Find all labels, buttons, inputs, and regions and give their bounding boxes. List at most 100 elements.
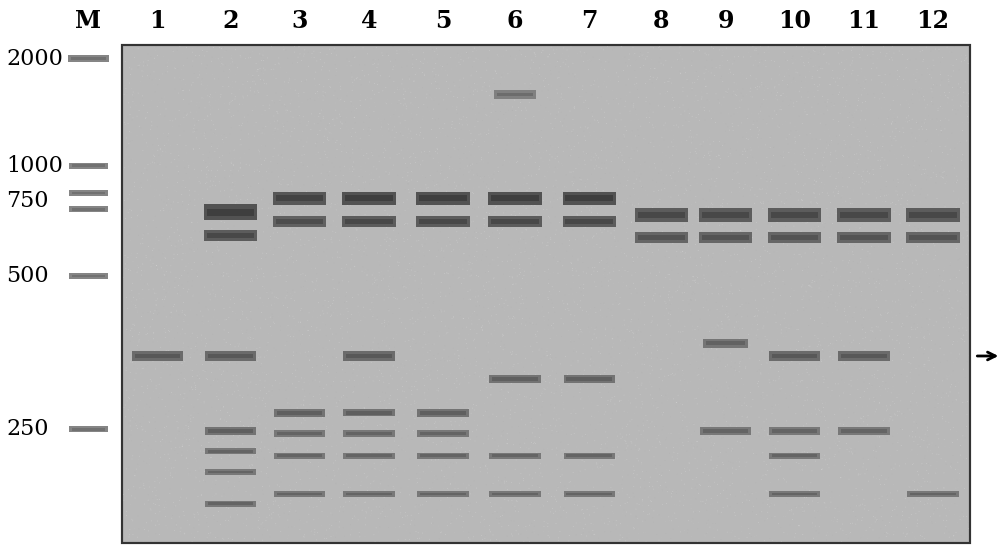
Point bbox=[916, 210, 932, 219]
Point bbox=[842, 142, 858, 151]
Point bbox=[901, 54, 917, 63]
Point bbox=[651, 42, 667, 51]
Point bbox=[481, 124, 497, 133]
Point bbox=[664, 293, 680, 301]
Point bbox=[650, 356, 666, 365]
Point bbox=[665, 237, 681, 246]
Point bbox=[415, 83, 431, 92]
Point bbox=[693, 397, 709, 406]
Point bbox=[769, 86, 785, 95]
Point bbox=[905, 85, 921, 94]
Point bbox=[127, 471, 143, 480]
Point bbox=[663, 430, 679, 438]
Point bbox=[567, 213, 583, 222]
Point bbox=[672, 399, 688, 408]
Point bbox=[810, 424, 826, 432]
Point bbox=[253, 520, 269, 529]
Point bbox=[534, 361, 550, 370]
Point bbox=[582, 206, 598, 214]
Point bbox=[504, 314, 520, 323]
Point bbox=[781, 101, 797, 109]
Point bbox=[790, 196, 806, 205]
Point bbox=[176, 389, 192, 398]
Point bbox=[829, 182, 845, 191]
Point bbox=[394, 373, 410, 382]
Point bbox=[680, 437, 696, 446]
Point bbox=[911, 75, 927, 84]
Point bbox=[589, 504, 605, 513]
Point bbox=[519, 280, 535, 289]
Point bbox=[916, 169, 932, 178]
Point bbox=[837, 138, 853, 146]
Point bbox=[772, 384, 788, 393]
Point bbox=[681, 294, 697, 303]
Point bbox=[225, 160, 241, 169]
Point bbox=[631, 529, 647, 538]
Point bbox=[549, 369, 565, 378]
Point bbox=[128, 267, 144, 276]
Point bbox=[185, 128, 201, 136]
Point bbox=[852, 41, 868, 50]
Point bbox=[296, 201, 312, 210]
Point bbox=[262, 233, 278, 242]
Point bbox=[417, 381, 433, 390]
Point bbox=[696, 103, 712, 112]
Point bbox=[382, 394, 398, 403]
Point bbox=[418, 173, 434, 182]
Point bbox=[421, 75, 437, 84]
Point bbox=[734, 96, 750, 104]
Point bbox=[532, 133, 548, 142]
Point bbox=[592, 463, 608, 472]
Point bbox=[819, 206, 835, 214]
Point bbox=[901, 513, 917, 522]
Point bbox=[401, 336, 417, 345]
Point bbox=[750, 382, 766, 391]
Point bbox=[226, 431, 242, 440]
Point bbox=[783, 96, 799, 104]
Point bbox=[472, 463, 488, 472]
Point bbox=[292, 348, 308, 357]
Point bbox=[722, 529, 738, 537]
Point bbox=[433, 246, 449, 255]
Point bbox=[530, 231, 546, 240]
Point bbox=[815, 153, 831, 162]
Point bbox=[149, 261, 165, 270]
Point bbox=[866, 393, 882, 402]
Point bbox=[189, 43, 205, 52]
Point bbox=[267, 416, 283, 425]
Point bbox=[875, 381, 891, 389]
Point bbox=[514, 320, 530, 328]
Point bbox=[685, 272, 701, 281]
Point bbox=[124, 286, 140, 295]
Point bbox=[634, 183, 650, 191]
Point bbox=[505, 362, 521, 371]
Point bbox=[451, 50, 467, 59]
Point bbox=[124, 136, 140, 145]
Point bbox=[624, 145, 640, 154]
Point bbox=[788, 54, 804, 63]
Point bbox=[740, 135, 756, 144]
Point bbox=[349, 75, 365, 84]
Point bbox=[177, 163, 193, 172]
Point bbox=[692, 253, 708, 262]
Point bbox=[759, 189, 775, 197]
Point bbox=[269, 107, 285, 116]
Point bbox=[905, 427, 921, 436]
Point bbox=[672, 51, 688, 60]
Point bbox=[513, 284, 529, 293]
Point bbox=[858, 127, 874, 136]
Point bbox=[520, 534, 536, 542]
Point bbox=[156, 92, 172, 101]
Point bbox=[864, 371, 880, 380]
Point bbox=[147, 449, 163, 458]
Point bbox=[414, 483, 430, 492]
Point bbox=[554, 464, 570, 473]
Point bbox=[597, 527, 613, 536]
Point bbox=[482, 318, 498, 327]
Point bbox=[785, 52, 801, 60]
Point bbox=[164, 464, 180, 472]
Point bbox=[213, 414, 229, 423]
Point bbox=[352, 226, 368, 235]
Point bbox=[870, 366, 886, 375]
Point bbox=[616, 341, 632, 350]
